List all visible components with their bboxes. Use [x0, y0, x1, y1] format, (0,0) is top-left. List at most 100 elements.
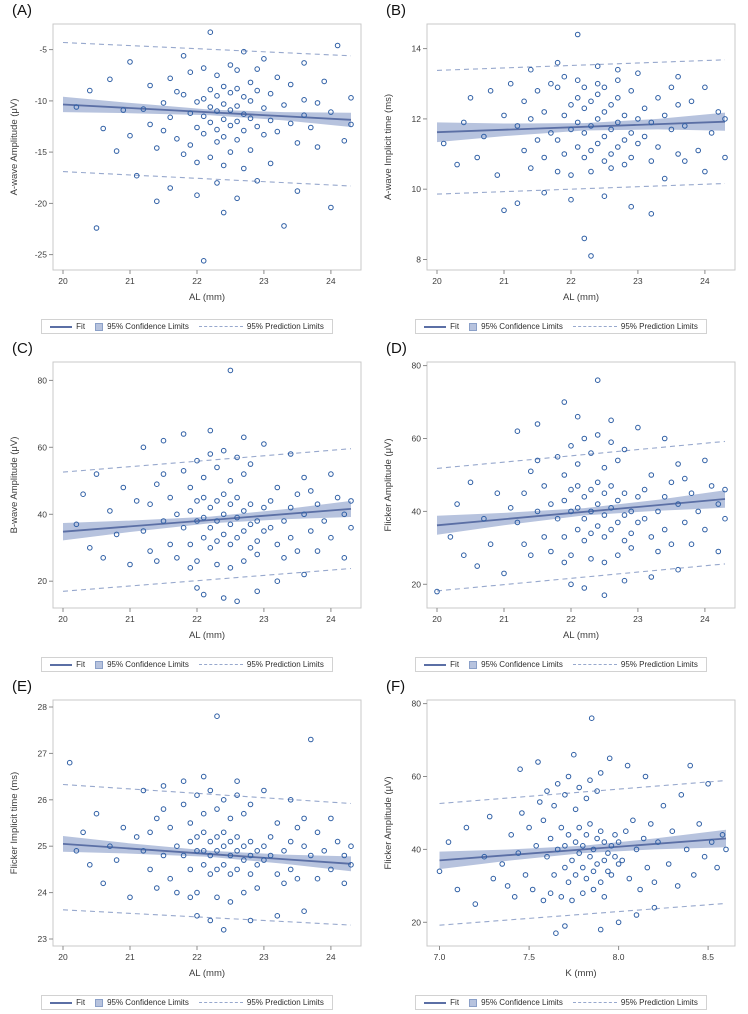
svg-text:28: 28 — [38, 702, 48, 712]
svg-text:23: 23 — [259, 614, 269, 624]
legend-pi: 95% Prediction Limits — [572, 322, 698, 331]
legend-pi-label: 95% Prediction Limits — [246, 322, 324, 331]
svg-text:20: 20 — [58, 952, 68, 962]
legend-ci: 95% Confidence Limits — [95, 322, 189, 331]
svg-text:K (mm): K (mm) — [565, 968, 596, 979]
legend-ci-label: 95% Confidence Limits — [481, 660, 563, 669]
legend-fit-label: Fit — [76, 660, 86, 669]
svg-text:40: 40 — [412, 844, 422, 854]
panel-label-f: (F) — [386, 678, 406, 695]
svg-text:22: 22 — [192, 952, 202, 962]
svg-text:Flicker Amplitude (μV): Flicker Amplitude (μV) — [383, 438, 394, 531]
svg-text:23: 23 — [633, 614, 643, 624]
prediction-line-swatch — [198, 1002, 243, 1003]
svg-text:AL (mm): AL (mm) — [189, 968, 225, 979]
svg-text:22: 22 — [566, 276, 576, 286]
legend-fit: Fit — [50, 998, 85, 1007]
confidence-band-swatch — [469, 998, 478, 1007]
svg-text:23: 23 — [633, 276, 643, 286]
svg-text:21: 21 — [125, 952, 135, 962]
fit-line-swatch — [50, 325, 73, 328]
svg-text:20: 20 — [58, 614, 68, 624]
svg-text:23: 23 — [259, 276, 269, 286]
legend-pi: 95% Prediction Limits — [198, 322, 324, 331]
legend-pi-label: 95% Prediction Limits — [620, 322, 698, 331]
legend-pi-label: 95% Prediction Limits — [246, 998, 324, 1007]
svg-text:40: 40 — [412, 506, 422, 516]
confidence-band-swatch — [95, 660, 104, 669]
svg-text:7.5: 7.5 — [523, 952, 535, 962]
svg-text:24: 24 — [326, 952, 336, 962]
svg-text:20: 20 — [432, 276, 442, 286]
svg-text:AL (mm): AL (mm) — [189, 630, 225, 641]
svg-text:B-wave Amplitude (μV): B-wave Amplitude (μV) — [9, 437, 20, 534]
legend-pi: 95% Prediction Limits — [198, 660, 324, 669]
legend-ci-label: 95% Confidence Limits — [107, 660, 189, 669]
svg-text:60: 60 — [412, 772, 422, 782]
svg-text:23: 23 — [259, 952, 269, 962]
legend-e: Fit 95% Confidence Limits 95% Prediction… — [41, 995, 333, 1010]
svg-text:Flicker Amplitude (μV): Flicker Amplitude (μV) — [383, 776, 394, 869]
legend-pi: 95% Prediction Limits — [572, 998, 698, 1007]
legend-pi: 95% Prediction Limits — [572, 660, 698, 669]
svg-text:24: 24 — [326, 276, 336, 286]
legend-fit-label: Fit — [76, 998, 86, 1007]
panel-label-a: (A) — [12, 2, 32, 19]
svg-text:22: 22 — [192, 276, 202, 286]
fit-line-swatch — [424, 325, 447, 328]
svg-text:A-wave Amplitude (μV): A-wave Amplitude (μV) — [9, 99, 20, 196]
svg-text:20: 20 — [58, 276, 68, 286]
legend-fit: Fit — [424, 998, 459, 1007]
panel-label-b: (B) — [386, 2, 406, 19]
svg-text:AL (mm): AL (mm) — [563, 292, 599, 303]
legend-ci: 95% Confidence Limits — [95, 998, 189, 1007]
scatter-plot-b: 20 21 22 23 24 8 10 12 14 AL (mm) A-wave Implicit … — [383, 23, 736, 303]
legend-fit: Fit — [424, 660, 459, 669]
panel-label-d: (D) — [386, 340, 407, 357]
legend-ci-label: 95% Confidence Limits — [481, 998, 563, 1007]
svg-text:21: 21 — [499, 614, 509, 624]
legend-fit-label: Fit — [450, 660, 460, 669]
legend-c: Fit 95% Confidence Limits 95% Prediction… — [41, 657, 333, 672]
legend-pi-label: 95% Prediction Limits — [620, 660, 698, 669]
panel-b: (B) 20 21 22 23 24 8 10 12 14 AL (mm) A-wave Impli… — [374, 0, 748, 338]
svg-text:20: 20 — [412, 579, 422, 589]
fit-line-swatch — [424, 1001, 447, 1004]
legend-pi: 95% Prediction Limits — [198, 998, 324, 1007]
svg-text:27: 27 — [38, 748, 48, 758]
svg-text:24: 24 — [326, 614, 336, 624]
scatter-plot-c: 20 21 22 23 24 20 40 60 80 AL (mm) B-wave Amplitud… — [9, 361, 362, 641]
legend-pi-label: 95% Prediction Limits — [620, 998, 698, 1007]
svg-text:AL (mm): AL (mm) — [189, 292, 225, 303]
legend-fit: Fit — [424, 322, 459, 331]
legend-ci: 95% Confidence Limits — [469, 660, 563, 669]
legend-ci: 95% Confidence Limits — [95, 660, 189, 669]
svg-text:-5: -5 — [39, 45, 47, 55]
svg-text:21: 21 — [499, 276, 509, 286]
panel-f: (F) 7.0 7.5 8.0 8.5 20 40 60 80 K (mm) Flicker Am… — [374, 676, 748, 1014]
fit-line-swatch — [50, 1001, 73, 1004]
svg-text:23: 23 — [38, 934, 48, 944]
svg-text:21: 21 — [125, 276, 135, 286]
confidence-band-swatch — [95, 322, 104, 331]
panel-e: (E) 20 21 22 23 24 23 24 25 26 27 28 AL (mm) Flicker… — [0, 676, 374, 1014]
prediction-line-swatch — [198, 664, 243, 665]
svg-text:-25: -25 — [35, 250, 48, 260]
svg-text:22: 22 — [566, 614, 576, 624]
svg-text:24: 24 — [38, 888, 48, 898]
prediction-line-swatch — [572, 664, 617, 665]
svg-text:60: 60 — [38, 442, 48, 452]
svg-text:80: 80 — [412, 699, 422, 709]
legend-b: Fit 95% Confidence Limits 95% Prediction… — [415, 319, 707, 334]
legend-fit: Fit — [50, 660, 85, 669]
legend-fit-label: Fit — [76, 322, 86, 331]
prediction-line-swatch — [198, 326, 243, 327]
confidence-band-swatch — [469, 322, 478, 331]
panel-label-e: (E) — [12, 678, 32, 695]
svg-text:80: 80 — [412, 361, 422, 371]
panel-a: (A) 20 21 22 23 24 -25 -20 -15 -10 -5 AL (mm) A-wav… — [0, 0, 374, 338]
svg-text:80: 80 — [38, 375, 48, 385]
confidence-band-swatch — [469, 660, 478, 669]
scatter-plot-a: 20 21 22 23 24 -25 -20 -15 -10 -5 AL (mm) A-wave Am… — [9, 23, 362, 303]
